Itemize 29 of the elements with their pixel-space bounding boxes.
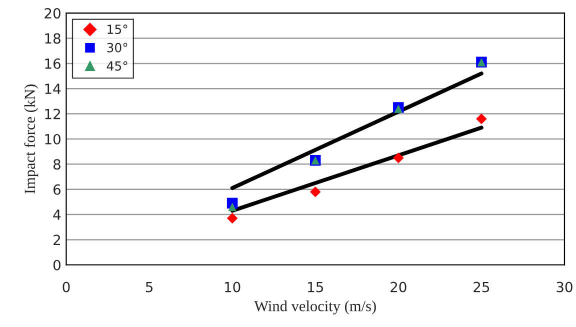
- x-axis-title: Wind velocity (m/s): [254, 300, 376, 314]
- point: [394, 104, 403, 113]
- point: [226, 212, 238, 224]
- legend-label: 45°: [106, 61, 128, 71]
- point: [228, 202, 236, 212]
- x-tick-label: 10: [225, 282, 240, 292]
- y-tick-label: 20: [44, 8, 60, 19]
- y-tick-label: 0: [53, 260, 60, 270]
- x-tick-label: 15: [308, 282, 323, 292]
- x-tick-label: 30: [556, 282, 572, 292]
- y-tick-label: 10: [45, 134, 60, 144]
- y-tick-label: 14: [45, 84, 61, 94]
- y-tick-label: 18: [45, 33, 60, 44]
- x-tick-label: 25: [474, 282, 490, 292]
- point: [310, 186, 321, 198]
- x-tick-label: 5: [146, 282, 152, 292]
- y-axis-title: Impact force (kN): [24, 84, 38, 194]
- legend-label: 15°: [108, 24, 128, 34]
- y-tick-label: 6: [54, 184, 61, 195]
- y-tick-label: 8: [53, 159, 60, 170]
- point: [393, 152, 404, 164]
- y-tick-label: 2: [54, 234, 60, 245]
- point: [476, 113, 487, 124]
- y-tick-label: 16: [45, 58, 61, 69]
- y-tick-label: 12: [45, 108, 60, 120]
- x-tick-label: 0: [62, 282, 70, 292]
- x-tick-label: 20: [390, 282, 406, 292]
- y-tick-label: 4: [53, 210, 61, 220]
- legend-label: 30°: [107, 42, 128, 52]
